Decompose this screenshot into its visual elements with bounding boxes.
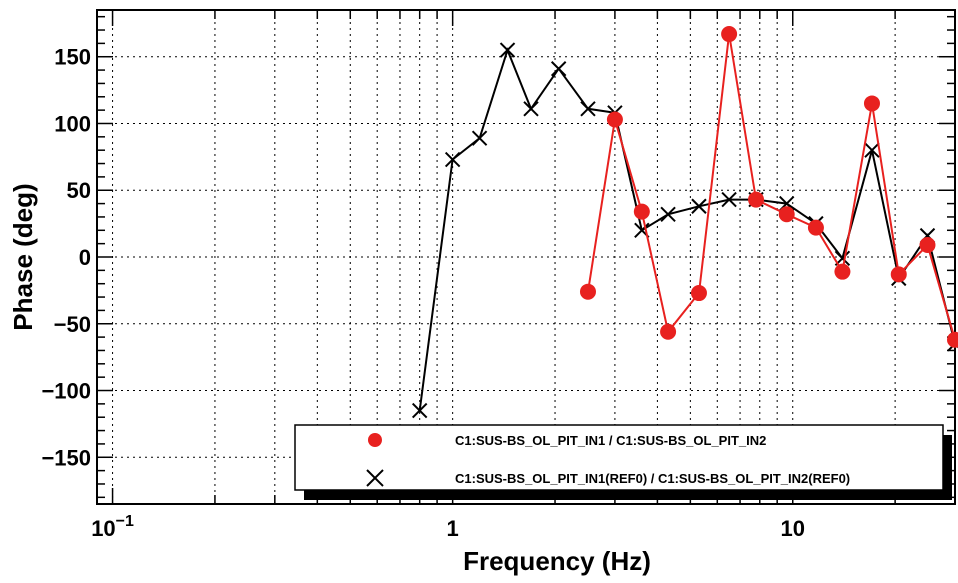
x-axis-title: Frequency (Hz) — [463, 546, 651, 576]
data-point-series-2 — [471, 130, 488, 146]
data-point-series-1 — [690, 285, 707, 302]
y-tick-label: 50 — [67, 178, 91, 203]
data-point-series-1 — [947, 331, 958, 348]
x-tick-label: 10−1 — [91, 513, 134, 541]
data-point-series-1 — [863, 95, 880, 112]
data-point-series-1 — [807, 219, 824, 236]
series-line-1 — [587, 33, 956, 341]
x-tick-labels: 10−1 1 10 — [91, 513, 805, 541]
data-point-series-1 — [778, 206, 795, 223]
legend-label-series-1: C1:SUS-BS_OL_PIT_IN1 / C1:SUS-BS_OL_PIT_… — [455, 433, 766, 448]
y-axis-title: Phase (deg) — [8, 183, 38, 330]
data-point-series-2 — [691, 198, 707, 214]
data-point-series-1 — [721, 26, 738, 43]
y-tick-label: 150 — [54, 45, 91, 70]
data-point-series-1 — [579, 283, 596, 300]
series-line-2 — [418, 47, 956, 411]
data-point-series-1 — [919, 236, 936, 253]
data-point-series-2 — [864, 142, 880, 158]
data-point-series-2 — [550, 61, 567, 77]
data-point-series-2 — [499, 42, 516, 58]
legend-marker-circle — [368, 433, 382, 447]
y-tick-label: −50 — [54, 312, 91, 337]
y-tick-label: 100 — [54, 111, 91, 136]
data-point-series-2 — [444, 151, 461, 168]
axis-ticks — [96, 10, 956, 504]
series-lines — [411, 26, 958, 419]
data-point-series-2 — [660, 206, 676, 222]
data-point-series-1 — [834, 263, 851, 280]
data-point-series-1 — [660, 323, 677, 340]
data-point-series-2 — [580, 101, 596, 117]
x-tick-label: 10 — [780, 516, 804, 541]
data-point-series-2 — [523, 101, 539, 117]
y-tick-label: −100 — [41, 379, 91, 404]
data-point-series-1 — [606, 111, 623, 128]
legend-marker-x — [366, 469, 384, 487]
legend-box — [294, 424, 944, 491]
data-point-series-1 — [890, 266, 907, 283]
data-point-series-1 — [633, 203, 650, 220]
data-point-series-1 — [748, 191, 765, 208]
y-tick-label: −150 — [41, 445, 91, 470]
legend: C1:SUS-BS_OL_PIT_IN1 / C1:SUS-BS_OL_PIT_… — [294, 424, 952, 500]
y-tick-label: 0 — [79, 245, 91, 270]
grid — [96, 10, 956, 504]
data-point-series-2 — [721, 191, 737, 208]
data-point-series-2 — [411, 402, 428, 419]
legend-label-series-2: C1:SUS-BS_OL_PIT_IN1(REF0) / C1:SUS-BS_O… — [455, 471, 850, 486]
x-tick-label: 1 — [447, 516, 459, 541]
y-tick-labels: −150 −100 −50 0 50 100 150 — [41, 45, 91, 471]
